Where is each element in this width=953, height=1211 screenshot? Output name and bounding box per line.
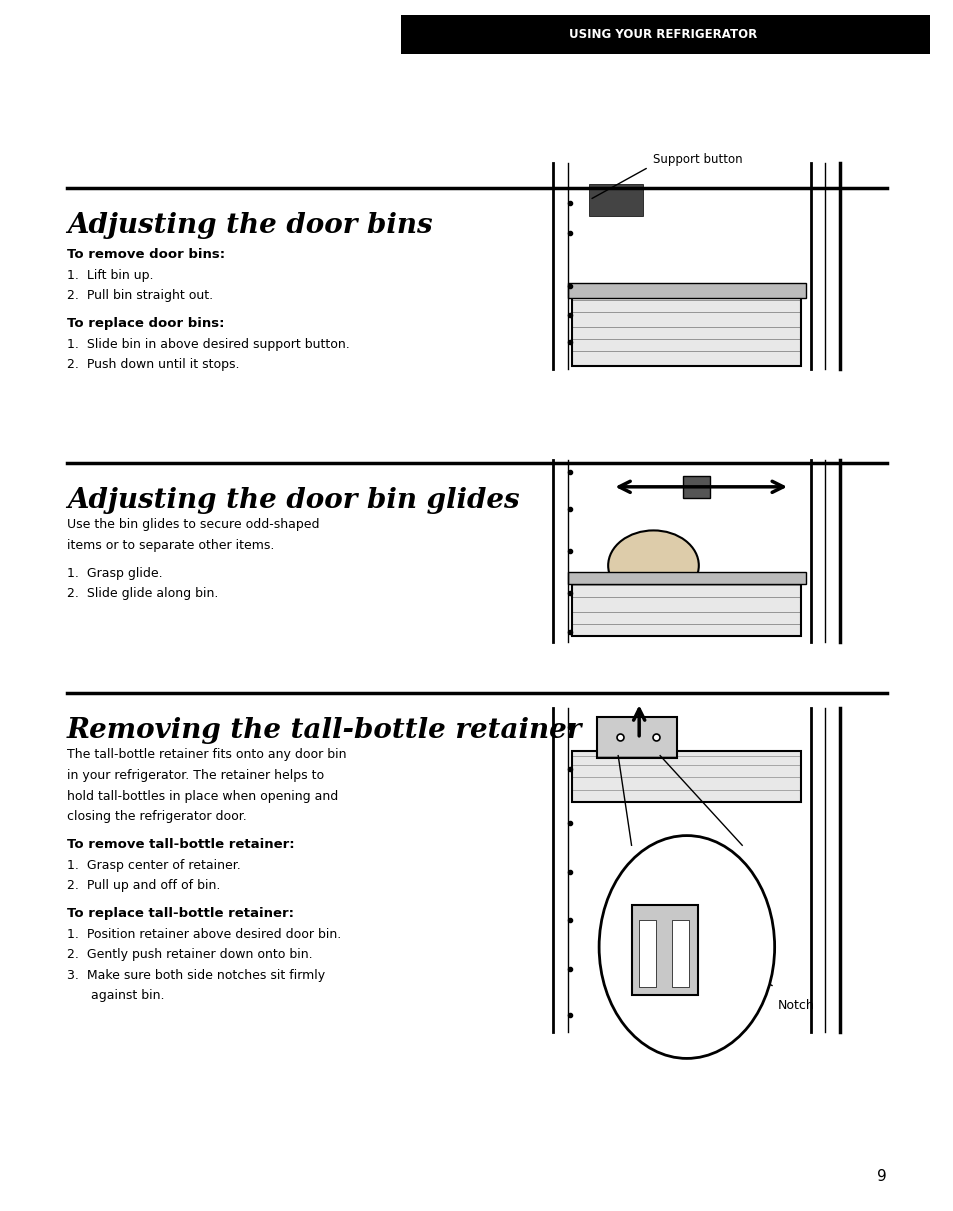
Text: 1.  Grasp glide.: 1. Grasp glide. xyxy=(67,567,162,580)
Ellipse shape xyxy=(608,530,699,601)
Text: Adjusting the door bin glides: Adjusting the door bin glides xyxy=(67,487,518,513)
Text: 1.  Lift bin up.: 1. Lift bin up. xyxy=(67,269,153,282)
Text: items or to separate other items.: items or to separate other items. xyxy=(67,539,274,552)
FancyBboxPatch shape xyxy=(671,920,688,987)
Text: 1.  Grasp center of retainer.: 1. Grasp center of retainer. xyxy=(67,859,240,872)
FancyBboxPatch shape xyxy=(682,476,709,498)
Text: 2.  Push down until it stops.: 2. Push down until it stops. xyxy=(67,358,239,372)
FancyBboxPatch shape xyxy=(597,717,677,758)
Text: 9: 9 xyxy=(877,1170,886,1184)
Text: Support button: Support button xyxy=(653,153,742,166)
Text: Use the bin glides to secure odd-shaped: Use the bin glides to secure odd-shaped xyxy=(67,518,319,532)
Text: 2.  Gently push retainer down onto bin.: 2. Gently push retainer down onto bin. xyxy=(67,948,312,962)
FancyBboxPatch shape xyxy=(639,920,656,987)
Text: in your refrigerator. The retainer helps to: in your refrigerator. The retainer helps… xyxy=(67,769,324,782)
Text: To remove door bins:: To remove door bins: xyxy=(67,248,225,262)
Text: USING YOUR REFRIGERATOR: USING YOUR REFRIGERATOR xyxy=(568,28,757,41)
Text: hold tall-bottles in place when opening and: hold tall-bottles in place when opening … xyxy=(67,790,337,803)
Text: Adjusting the door bins: Adjusting the door bins xyxy=(67,212,432,239)
Text: The tall-bottle retainer fits onto any door bin: The tall-bottle retainer fits onto any d… xyxy=(67,748,346,762)
Circle shape xyxy=(598,836,774,1058)
FancyBboxPatch shape xyxy=(572,581,801,636)
FancyBboxPatch shape xyxy=(400,15,929,54)
Text: 2.  Pull up and off of bin.: 2. Pull up and off of bin. xyxy=(67,879,220,893)
FancyBboxPatch shape xyxy=(567,283,805,298)
Text: 2.  Pull bin straight out.: 2. Pull bin straight out. xyxy=(67,289,213,303)
Text: against bin.: against bin. xyxy=(67,989,164,1003)
FancyBboxPatch shape xyxy=(631,905,698,995)
Text: To remove tall-bottle retainer:: To remove tall-bottle retainer: xyxy=(67,838,294,851)
Text: To replace tall-bottle retainer:: To replace tall-bottle retainer: xyxy=(67,907,294,920)
Text: Notch: Notch xyxy=(777,999,814,1012)
Text: To replace door bins:: To replace door bins: xyxy=(67,317,224,331)
FancyBboxPatch shape xyxy=(588,184,642,216)
Text: 2.  Slide glide along bin.: 2. Slide glide along bin. xyxy=(67,587,218,601)
FancyBboxPatch shape xyxy=(572,751,801,802)
FancyBboxPatch shape xyxy=(567,572,805,584)
Text: 1.  Slide bin in above desired support button.: 1. Slide bin in above desired support bu… xyxy=(67,338,349,351)
Text: 3.  Make sure both side notches sit firmly: 3. Make sure both side notches sit firml… xyxy=(67,969,325,982)
Text: 1.  Position retainer above desired door bin.: 1. Position retainer above desired door … xyxy=(67,928,340,941)
Text: closing the refrigerator door.: closing the refrigerator door. xyxy=(67,810,246,823)
FancyBboxPatch shape xyxy=(572,295,801,366)
Text: Removing the tall-bottle retainer: Removing the tall-bottle retainer xyxy=(67,717,581,744)
